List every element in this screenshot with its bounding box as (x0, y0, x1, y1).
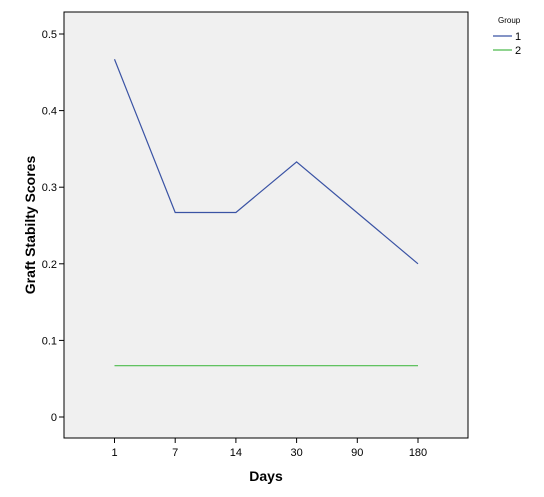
x-axis-title: Days (249, 468, 283, 484)
x-tick-label: 30 (290, 447, 302, 459)
y-axis: 0 0.1 0.2 0.3 0.4 0.5 (42, 29, 64, 424)
y-axis-title: Graft Stabilty Scores (22, 156, 38, 295)
x-tick-label: 180 (409, 447, 427, 459)
legend-label-1: 1 (515, 31, 521, 43)
x-axis: 1 7 14 30 90 180 (111, 438, 427, 459)
y-tick-label: 0.3 (42, 182, 57, 194)
x-tick-label: 14 (230, 447, 242, 459)
plot-area (63, 11, 469, 439)
y-tick-label: 0 (51, 412, 57, 424)
y-tick-label: 0.5 (42, 29, 57, 41)
series-line-1 (113, 59, 419, 265)
series-layer (113, 59, 419, 367)
x-tick-label: 90 (351, 447, 363, 459)
y-tick-label: 0.2 (42, 259, 57, 271)
x-tick-label: 7 (172, 447, 178, 459)
x-tick-label: 1 (111, 447, 117, 459)
y-tick-label: 0.4 (42, 106, 57, 118)
legend-title: Group (498, 16, 521, 25)
y-tick-label: 0.1 (42, 335, 57, 347)
legend-label-2: 2 (515, 45, 521, 57)
legend: Group 1 2 (493, 16, 521, 57)
